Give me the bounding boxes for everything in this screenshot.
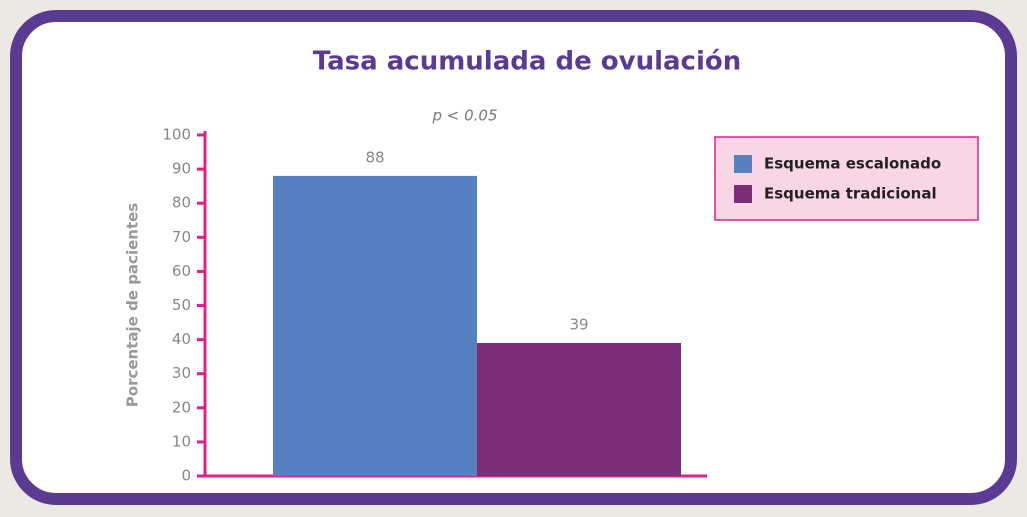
legend-swatch — [734, 185, 752, 203]
y-tick-label: 70 — [172, 228, 191, 246]
y-tick-label: 0 — [181, 467, 191, 485]
y-tick-label: 100 — [162, 126, 191, 144]
legend-label: Esquema escalonado — [764, 155, 941, 173]
value-label: 88 — [365, 148, 384, 166]
y-tick-label: 10 — [172, 432, 191, 450]
y-tick-label: 80 — [172, 194, 191, 212]
y-tick-label: 50 — [172, 296, 191, 314]
legend-swatch — [734, 155, 752, 173]
legend-box — [714, 136, 979, 221]
chart-title: Tasa acumulada de ovulación — [313, 47, 742, 77]
y-tick-label: 60 — [172, 262, 191, 280]
y-tick-label: 40 — [172, 330, 191, 348]
annotation: p < 0.05 — [431, 107, 497, 125]
value-label: 39 — [569, 316, 588, 334]
y-tick-label: 30 — [172, 364, 191, 382]
y-axis-label: Porcentaje de pacientes — [124, 203, 142, 407]
bar — [477, 343, 681, 476]
bar — [273, 175, 477, 477]
legend-label: Esquema tradicional — [764, 185, 937, 203]
y-tick-label: 20 — [172, 398, 191, 416]
y-tick-label: 90 — [172, 160, 191, 178]
